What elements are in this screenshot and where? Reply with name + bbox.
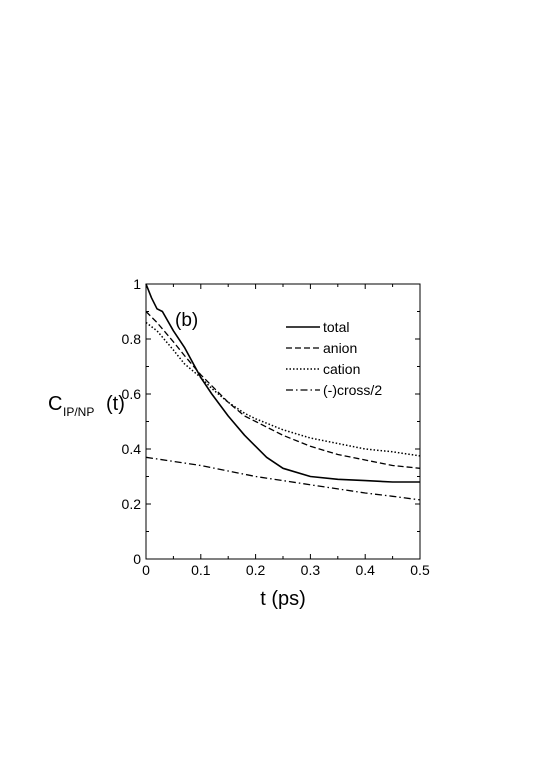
y-tick-label: 0.4: [122, 441, 142, 457]
y-tick-label: 1: [133, 276, 141, 292]
axis-ticks: [145, 283, 421, 560]
y-axis-label: C IP/NP (t): [48, 393, 125, 419]
y-tick-label: 0.8: [122, 331, 142, 347]
x-tick-label: 0.1: [191, 562, 211, 578]
x-tick-label: 0.5: [410, 562, 430, 578]
y-axis-label-main: C: [48, 393, 62, 415]
panel-label: (b): [175, 310, 198, 331]
y-axis-label-subscript: IP/NP: [63, 405, 94, 419]
x-tick-label: 0.3: [301, 562, 321, 578]
series-lines: [145, 283, 421, 501]
legend: total anion cation (-)cross/2: [286, 319, 382, 398]
x-tick-label: 0: [142, 562, 150, 578]
series-line-anion: [145, 311, 421, 469]
y-tick-label: 0.6: [122, 386, 142, 402]
y-tick-label: 0: [133, 551, 141, 567]
x-tick-label: 0.4: [355, 562, 375, 578]
legend-label-anion: anion: [323, 340, 357, 356]
legend-label-cross-2: (-)cross/2: [323, 382, 382, 398]
x-tick-label: 0.2: [246, 562, 266, 578]
series-line-total: [145, 283, 420, 483]
x-axis-label: t (ps): [260, 588, 306, 610]
y-axis-label-suffix: (t): [106, 393, 125, 415]
series-line-cross-2: [145, 456, 421, 501]
legend-label-total: total: [323, 319, 349, 335]
y-tick-label: 0.2: [122, 496, 142, 512]
legend-label-cation: cation: [323, 361, 360, 377]
tick-labels: 0 0.1 0.2 0.3 0.4 0.5 0 0.2 0.4 0.6 0.8 1: [122, 276, 430, 578]
